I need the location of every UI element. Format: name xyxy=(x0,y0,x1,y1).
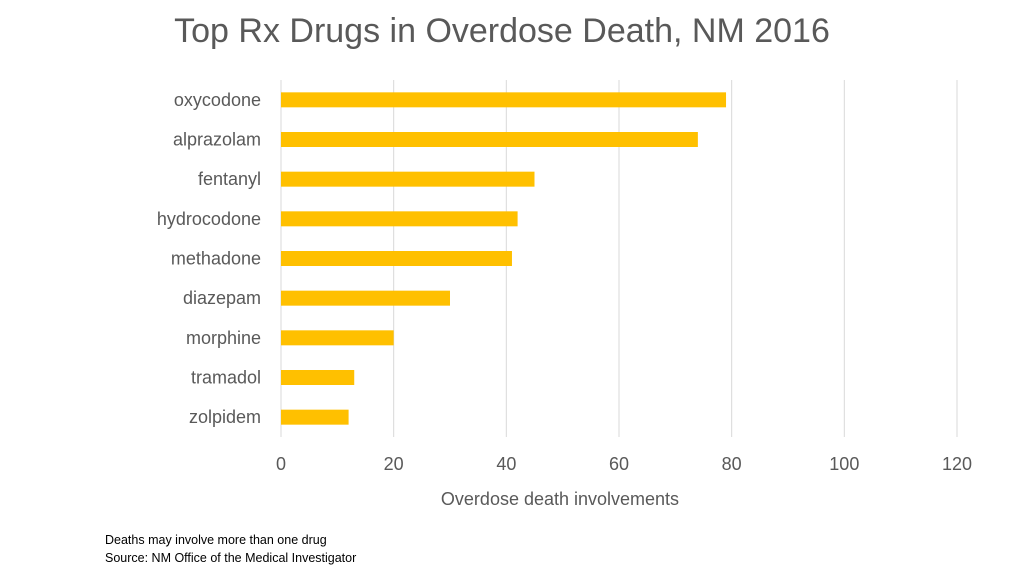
x-tick-label: 0 xyxy=(276,454,286,474)
bars xyxy=(281,92,727,425)
category-label: methadone xyxy=(171,249,261,269)
bar-diazepam xyxy=(281,290,450,306)
category-label: tramadol xyxy=(191,368,261,388)
category-label: oxycodone xyxy=(174,90,261,110)
category-label: morphine xyxy=(186,328,261,348)
category-label: hydrocodone xyxy=(157,209,261,229)
category-label: zolpidem xyxy=(189,407,261,427)
footnote: Deaths may involve more than one drug So… xyxy=(105,531,356,567)
chart-title: Top Rx Drugs in Overdose Death, NM 2016 xyxy=(174,12,830,50)
bar-alprazolam xyxy=(281,132,698,147)
x-tick-labels: 0 20 40 60 80 100 120 xyxy=(276,454,972,474)
category-label: diazepam xyxy=(183,288,261,308)
footnote-line-2: Source: NM Office of the Medical Investi… xyxy=(105,551,357,565)
footnote-line-1: Deaths may involve more than one drug xyxy=(105,533,327,547)
x-tick-label: 120 xyxy=(942,454,972,474)
bar-tramadol xyxy=(281,370,355,385)
bar-morphine xyxy=(281,330,394,346)
x-tick-label: 60 xyxy=(609,454,629,474)
x-tick-label: 40 xyxy=(496,454,516,474)
x-axis-label: Overdose death involvements xyxy=(441,489,679,509)
bar-oxycodone xyxy=(281,92,727,108)
category-labels: oxycodone alprazolam fentanyl hydrocodone me… xyxy=(157,90,261,427)
x-tick-label: 20 xyxy=(384,454,404,474)
bar-hydrocodone xyxy=(281,211,518,227)
bar-fentanyl xyxy=(281,171,535,187)
x-tick-label: 80 xyxy=(722,454,742,474)
category-label: alprazolam xyxy=(173,130,261,150)
category-label: fentanyl xyxy=(198,169,261,189)
bar-zolpidem xyxy=(281,409,349,425)
x-tick-label: 100 xyxy=(829,454,859,474)
bar-methadone xyxy=(281,251,512,266)
